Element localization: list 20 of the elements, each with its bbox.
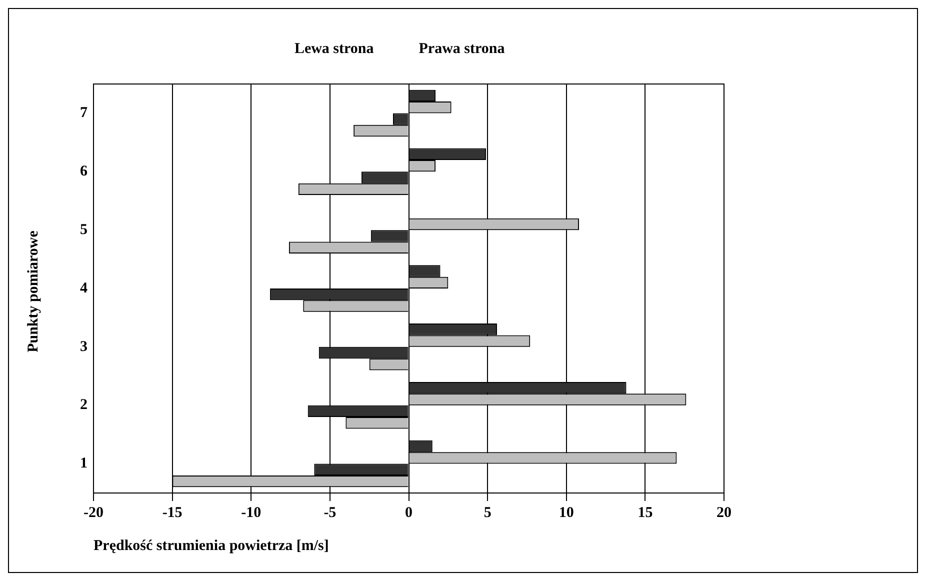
y-tick-label: 6 [80,164,88,180]
x-tick-label: 20 [716,504,732,521]
x-tick-label: 10 [558,504,574,521]
y-tick-label: 1 [80,456,88,472]
x-tick-label: 15 [638,504,653,521]
x-tick-label: -10 [241,504,262,521]
text: Prawa strona [418,40,506,57]
y-tick-label: 3 [80,338,88,355]
x-tick-label: 5 [484,504,492,521]
y-tick-label: 4 [80,280,88,296]
y-tick-label: 7 [80,105,88,122]
x-tick-label: 0 [405,504,412,521]
y-tick-label: 2 [80,397,88,414]
x-tick-label: -20 [84,504,104,521]
x-tick-label: -5 [324,504,336,521]
x-axis-title: Prędkość strumienia powietrza [m/s] [94,538,329,554]
y-axis-title: Punkty pomiarowe [26,230,42,352]
y-tick-label: 5 [80,222,88,238]
x-tick-label: -15 [162,504,182,521]
text: Lewa strona [294,40,374,57]
